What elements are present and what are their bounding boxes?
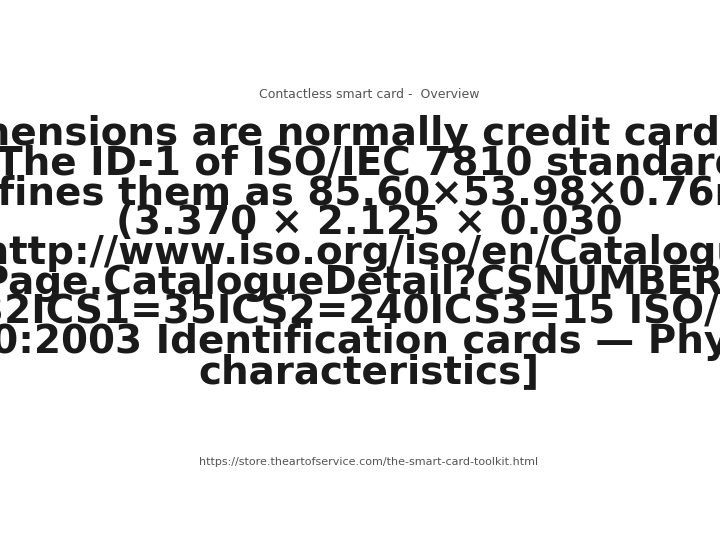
Text: 432ICS1=35ICS2=240ICS3=15 ISO/IEC: 432ICS1=35ICS2=240ICS3=15 ISO/IEC: [0, 293, 720, 332]
Text: in).[http://www.iso.org/iso/en/CatalogueDet: in).[http://www.iso.org/iso/en/Catalogue…: [0, 234, 720, 272]
Text: (3.370 × 2.125 × 0.030: (3.370 × 2.125 × 0.030: [116, 204, 622, 242]
Text: *Dimensions are normally credit card size.: *Dimensions are normally credit card siz…: [0, 115, 720, 153]
Text: ailPage.CatalogueDetail?CSNUMBER=31: ailPage.CatalogueDetail?CSNUMBER=31: [0, 264, 720, 302]
Text: defines them as 85.60×53.98×0.76mm: defines them as 85.60×53.98×0.76mm: [0, 174, 720, 212]
Text: Contactless smart card -  Overview: Contactless smart card - Overview: [258, 88, 480, 101]
Text: The ID-1 of ISO/IEC 7810 standard: The ID-1 of ISO/IEC 7810 standard: [0, 145, 720, 183]
Text: characteristics]: characteristics]: [199, 353, 539, 391]
Text: 7810:2003 Identification cards — Physical: 7810:2003 Identification cards — Physica…: [0, 323, 720, 361]
Text: https://store.theartofservice.com/the-smart-card-toolkit.html: https://store.theartofservice.com/the-sm…: [199, 457, 539, 467]
